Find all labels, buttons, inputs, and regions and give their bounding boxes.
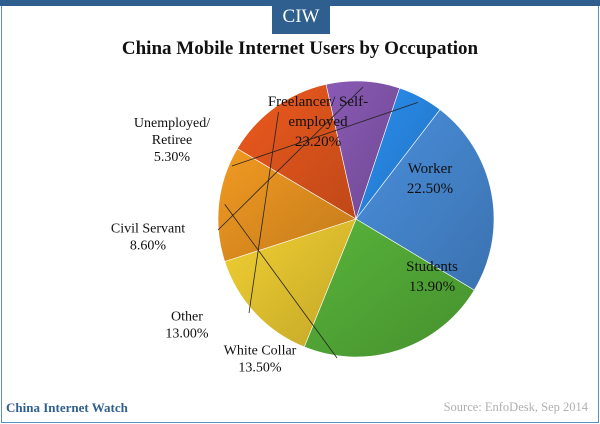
slice-label-other: Other 13.00% bbox=[165, 310, 209, 342]
pie-slice-other bbox=[236, 83, 357, 220]
leader-line bbox=[224, 204, 338, 359]
pie-slice-unemployed-retiree bbox=[355, 87, 441, 220]
slice-label-worker: Worker 22.50% bbox=[407, 161, 453, 197]
leader-line bbox=[231, 102, 419, 167]
slice-label-unemployed-retiree: Unemployed/Retiree 5.30% bbox=[134, 116, 210, 165]
pie-slice-worker bbox=[303, 218, 475, 358]
chart-title: China Mobile Internet Users by Occupatio… bbox=[121, 38, 479, 59]
footer-brand: China Internet Watch bbox=[6, 400, 128, 415]
slice-label-civil-servant: Civil Servant 8.60% bbox=[111, 222, 185, 254]
leader-line bbox=[217, 86, 364, 231]
footer-source: Source: EnfoDesk, Sep 2014 bbox=[443, 400, 588, 414]
slice-label-freelancer-self-employed: Freelancer/ Self-employed 23.20% bbox=[268, 94, 368, 150]
leader-line bbox=[248, 112, 279, 314]
pie-slice-white-collar bbox=[217, 148, 357, 262]
slice-label-students: Students 13.90% bbox=[406, 259, 458, 295]
slice-label-white-collar: White Collar 13.50% bbox=[224, 344, 297, 376]
ciw-logo-badge: CIW bbox=[272, 0, 330, 34]
pie-slice-freelancer-self-employed bbox=[355, 109, 495, 291]
